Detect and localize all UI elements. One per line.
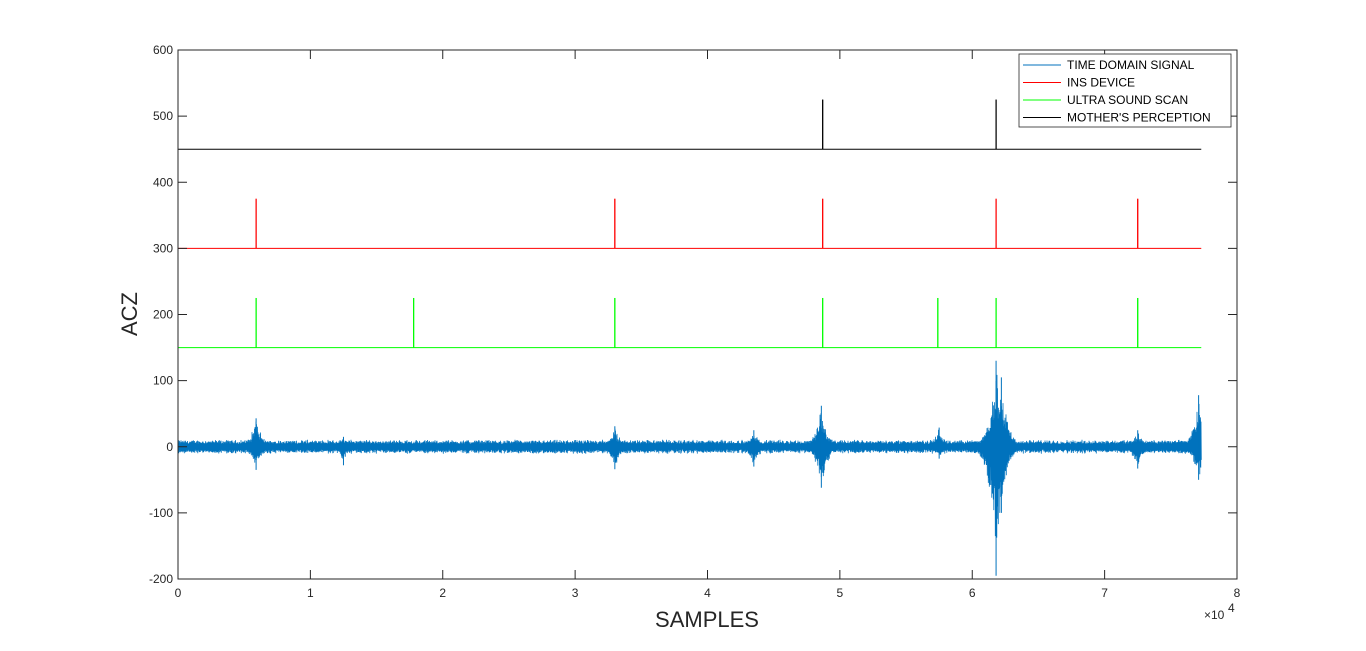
- y-tick-label: 600: [153, 43, 173, 57]
- x-tick-label: 4: [704, 586, 711, 600]
- legend-label: INS DEVICE: [1067, 76, 1135, 90]
- x-tick-label: 8: [1234, 586, 1241, 600]
- y-axis-title: ACZ: [117, 292, 142, 336]
- legend-box: [1018, 53, 1232, 128]
- x-exponent-label: ×10 4: [1204, 601, 1235, 622]
- legend-label: TIME DOMAIN SIGNAL: [1067, 58, 1195, 72]
- y-tick-label: 300: [153, 241, 173, 255]
- y-tick-label: -100: [149, 506, 173, 520]
- legend-label: MOTHER'S PERCEPTION: [1067, 111, 1211, 125]
- legend-entry: TIME DOMAIN SIGNAL: [1023, 58, 1195, 72]
- legend-entry: MOTHER'S PERCEPTION: [1023, 111, 1211, 125]
- series-layer: [177, 99, 1202, 576]
- x-tick-label: 6: [969, 586, 976, 600]
- x-tick-label: 5: [837, 586, 844, 600]
- y-tick-label: 500: [153, 109, 173, 123]
- x-tick-label: 7: [1101, 586, 1108, 600]
- y-axis-ticks: -200 -100 0 100 200 300 400 500 600: [149, 43, 1237, 586]
- x-tick-label: 2: [439, 586, 446, 600]
- x-tick-label: 1: [307, 586, 314, 600]
- y-tick-label: 0: [166, 440, 173, 454]
- y-tick-label: 200: [153, 308, 173, 322]
- x-tick-label: 0: [175, 586, 182, 600]
- series-0: [177, 360, 1202, 576]
- plot-area: [178, 50, 1237, 579]
- legend-entry: INS DEVICE: [1023, 76, 1135, 90]
- series-2: [178, 297, 1202, 349]
- svg-text:×10: ×10: [1204, 608, 1225, 622]
- series-line: [177, 374, 1202, 538]
- x-axis-ticks: 0 1 2 3 4 5 6 7 8: [175, 50, 1241, 600]
- legend-entry: ULTRA SOUND SCAN: [1023, 93, 1188, 107]
- y-tick-label: 100: [153, 374, 173, 388]
- x-tick-label: 3: [572, 586, 579, 600]
- svg-text:4: 4: [1228, 601, 1235, 615]
- series-3: [178, 99, 1202, 150]
- y-tick-label: 400: [153, 175, 173, 189]
- x-axis-title: SAMPLES: [655, 607, 759, 632]
- legend-label: ULTRA SOUND SCAN: [1067, 93, 1188, 107]
- y-tick-label: -200: [149, 572, 173, 586]
- legend: TIME DOMAIN SIGNAL INS DEVICE ULTRA SOUND …: [1018, 53, 1232, 128]
